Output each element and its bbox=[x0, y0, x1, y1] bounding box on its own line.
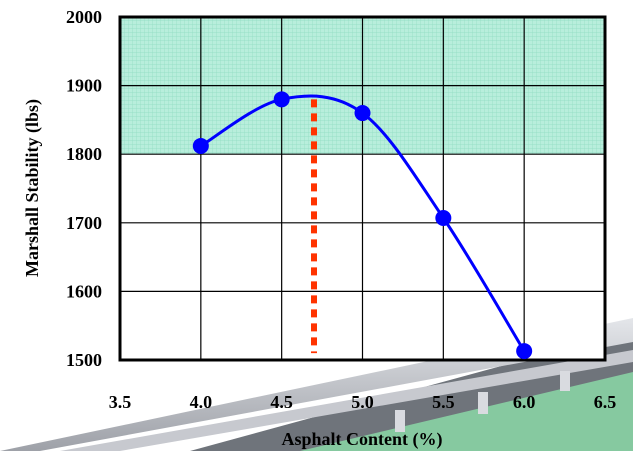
y-tick-label: 1700 bbox=[66, 213, 102, 233]
series-layer bbox=[192, 91, 533, 360]
data-point bbox=[516, 343, 533, 360]
y-tick-label: 2000 bbox=[66, 7, 102, 27]
x-tick-label: 3.5 bbox=[109, 392, 132, 412]
y-tick-label: 1600 bbox=[66, 281, 102, 301]
x-tick-label: 4.5 bbox=[270, 392, 293, 412]
road-grass bbox=[300, 372, 633, 451]
x-tick-label: 6.5 bbox=[594, 392, 617, 412]
x-tick-label: 5.5 bbox=[432, 392, 455, 412]
x-axis-label: Asphalt Content (%) bbox=[281, 429, 442, 450]
y-tick-label: 1500 bbox=[66, 350, 102, 370]
guardrail-beam-lower bbox=[60, 350, 633, 451]
x-tick-label: 5.0 bbox=[351, 392, 374, 412]
x-tick-label: 6.0 bbox=[513, 392, 536, 412]
data-point bbox=[354, 105, 371, 122]
plot-frame bbox=[118, 15, 607, 362]
x-tick-label: 4.0 bbox=[190, 392, 213, 412]
data-point bbox=[192, 137, 209, 154]
y-axis-label: Marshall Stability (lbs) bbox=[22, 99, 43, 277]
y-tick-labels: 1500 1600 1700 1800 1900 2000 bbox=[66, 7, 102, 370]
y-tick-label: 1800 bbox=[66, 144, 102, 164]
data-point bbox=[435, 209, 452, 226]
series-line bbox=[200, 94, 526, 352]
grid-lines bbox=[118, 15, 607, 362]
guardrail-posts bbox=[395, 371, 570, 432]
y-tick-label: 1900 bbox=[66, 76, 102, 96]
x-tick-labels: 3.5 4.0 4.5 5.0 5.5 6.0 6.5 bbox=[109, 392, 617, 412]
data-point bbox=[273, 91, 290, 108]
